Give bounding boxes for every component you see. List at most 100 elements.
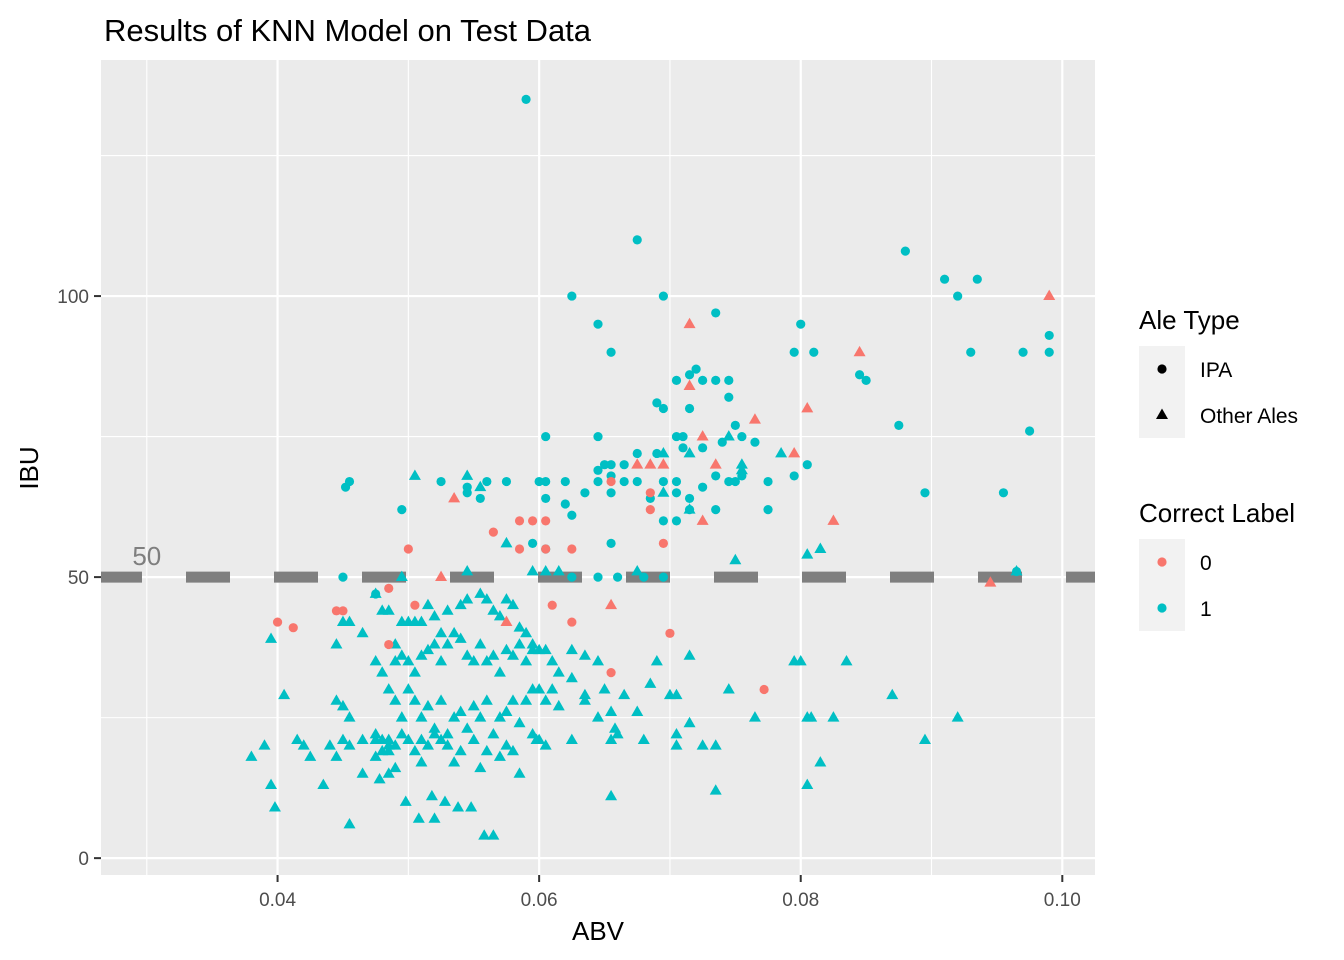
point-ipa-label-1 [658, 572, 668, 582]
point-ipa-label-1 [619, 476, 629, 487]
point-other-ales-label-1 [729, 553, 742, 565]
point-ipa-label-1 [462, 488, 472, 498]
point-other-ales-label-1 [605, 705, 618, 716]
point-ipa-label-0 [288, 623, 298, 633]
point-other-ales-label-1 [265, 632, 278, 643]
point-ipa-label-1 [724, 392, 734, 402]
point-other-ales-label-1 [408, 694, 421, 705]
point-other-ales-label-1 [428, 610, 441, 621]
point-ipa-label-1 [593, 465, 603, 475]
point-other-ales-label-1 [369, 750, 382, 761]
point-ipa-label-0 [384, 639, 394, 650]
point-other-ales-label-0 [605, 598, 618, 610]
point-ipa-label-1 [998, 488, 1009, 498]
point-other-ales-label-1 [278, 688, 291, 700]
point-other-ales-label-1 [552, 666, 565, 677]
point-other-ales-label-1 [402, 654, 415, 666]
point-other-ales-label-1 [373, 773, 386, 784]
y-tick-label: 50 [68, 568, 89, 589]
chart-title: Results of KNN Model on Test Data [104, 13, 592, 48]
point-other-ales-label-1 [500, 705, 513, 716]
x-tick-label: 0.10 [1044, 890, 1081, 911]
point-other-ales-label-1 [644, 677, 657, 688]
point-ipa-label-1 [521, 94, 531, 104]
point-other-ales-label-1 [435, 654, 448, 666]
point-other-ales-label-1 [480, 744, 493, 756]
point-other-ales-label-0 [631, 458, 644, 469]
point-other-ales-label-1 [650, 654, 663, 666]
legends: Ale Type IPA Other Ales Correct Label 0 1 [1139, 305, 1298, 631]
point-other-ales-label-1 [578, 694, 591, 705]
point-other-ales-label-1 [428, 812, 441, 823]
point-other-ales-label-1 [565, 671, 578, 683]
point-other-ales-label-1 [775, 447, 788, 458]
point-other-ales-label-1 [670, 739, 683, 750]
point-ipa-label-1 [750, 437, 760, 447]
point-other-ales-label-1 [598, 683, 611, 694]
point-other-ales-label-1 [480, 593, 493, 604]
point-ipa-label-1 [606, 460, 616, 470]
point-other-ales-label-1 [336, 733, 349, 745]
point-ipa-label-1 [737, 431, 747, 442]
point-other-ales-label-1 [389, 694, 402, 705]
point-other-ales-label-1 [448, 711, 461, 722]
point-other-ales-label-1 [565, 733, 578, 745]
point-other-ales-label-1 [441, 638, 454, 649]
point-other-ales-label-1 [382, 767, 395, 778]
point-other-ales-label-1 [454, 705, 467, 716]
point-other-ales-label-0 [657, 458, 670, 469]
point-ipa-label-0 [488, 527, 498, 537]
point-ipa-label-1 [671, 375, 682, 385]
point-other-ales-label-1 [552, 699, 565, 711]
point-other-ales-label-1 [461, 565, 474, 576]
point-other-ales-label-1 [435, 733, 448, 745]
point-other-ales-label-1 [343, 817, 356, 829]
point-other-ales-label-1 [493, 711, 506, 722]
point-other-ales-label-1 [425, 789, 438, 801]
point-ipa-label-1 [900, 246, 910, 256]
point-other-ales-label-1 [395, 728, 408, 739]
point-ipa-label-1 [684, 370, 695, 380]
point-ipa-label-1 [593, 572, 603, 582]
point-other-ales-label-1 [683, 503, 696, 514]
point-ipa-label-1 [939, 274, 950, 284]
point-other-ales-label-1 [441, 728, 454, 739]
point-other-ales-label-1 [330, 750, 343, 761]
point-other-ales-label-0 [801, 402, 814, 413]
point-ipa-label-0 [403, 544, 413, 554]
point-other-ales-label-1 [435, 694, 448, 705]
point-ipa-label-1 [652, 398, 662, 408]
point-ipa-label-0 [514, 544, 525, 554]
point-ipa-label-0 [514, 516, 525, 526]
point-other-ales-label-1 [827, 711, 840, 722]
point-other-ales-label-1 [592, 654, 604, 666]
point-other-ales-label-1 [805, 711, 818, 722]
point-other-ales-label-0 [709, 458, 722, 469]
point-other-ales-label-1 [343, 739, 356, 750]
point-ipa-label-1 [340, 482, 351, 492]
point-other-ales-label-1 [467, 699, 480, 711]
point-ipa-label-0 [645, 505, 655, 515]
point-ipa-label-0 [331, 606, 342, 616]
point-other-ales-label-1 [631, 565, 644, 576]
point-other-ales-label-1 [421, 739, 434, 750]
point-other-ales-label-1 [546, 654, 559, 666]
point-other-ales-label-1 [474, 638, 487, 649]
point-other-ales-label-1 [317, 778, 330, 790]
point-ipa-label-1 [567, 510, 577, 520]
point-other-ales-label-1 [520, 654, 533, 666]
point-other-ales-label-1 [461, 649, 474, 660]
point-ipa-label-0 [606, 476, 616, 487]
point-ipa-label-1 [678, 431, 688, 442]
point-ipa-label-1 [619, 460, 629, 470]
point-ipa-label-1 [671, 516, 682, 526]
point-other-ales-label-1 [722, 430, 735, 441]
point-other-ales-label-1 [474, 480, 487, 492]
point-other-ales-label-1 [493, 610, 506, 621]
point-ipa-label-1 [966, 347, 976, 357]
point-other-ales-label-1 [683, 649, 696, 660]
point-other-ales-label-1 [376, 744, 389, 756]
point-other-ales-label-1 [474, 761, 487, 773]
point-ipa-label-1 [861, 375, 871, 385]
